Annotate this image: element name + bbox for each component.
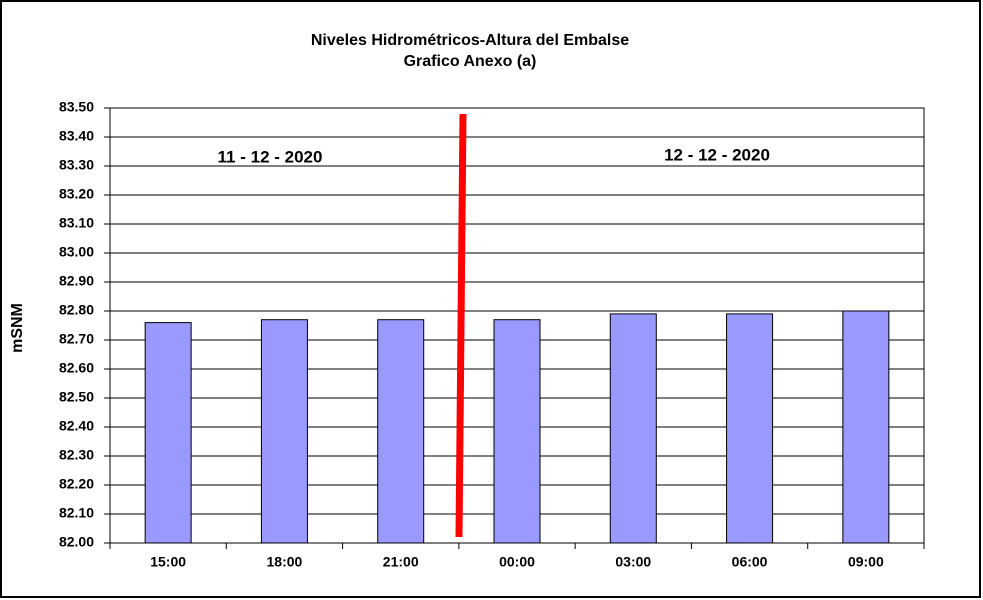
y-tick-label: 83.30 — [59, 157, 94, 173]
y-tick-label: 82.20 — [59, 476, 94, 492]
bar — [493, 319, 541, 544]
x-tick-label: 15:00 — [150, 554, 186, 570]
y-tick-label: 82.70 — [59, 331, 94, 347]
y-tick-label: 82.60 — [59, 360, 94, 376]
annotation: 11 - 12 - 2020 — [218, 147, 323, 166]
y-tick-label: 82.10 — [59, 505, 94, 521]
y-tick-label: 82.40 — [59, 418, 94, 434]
bar — [842, 310, 890, 544]
day-divider — [455, 113, 467, 538]
x-tick-label: 09:00 — [848, 554, 884, 570]
y-tick-label: 82.00 — [59, 534, 94, 550]
marks: 82.00 82.10 82.20 82.30 82.40 82.50 82.60 82.70… — [59, 99, 925, 570]
bar — [609, 313, 657, 544]
chart-title: Niveles Hidrométricos-Altura del Embalse — [311, 32, 629, 49]
x-tick-label: 21:00 — [383, 554, 419, 570]
bar — [726, 313, 774, 544]
y-tick-label: 82.80 — [59, 302, 94, 318]
y-tick-label: 83.20 — [59, 186, 94, 202]
y-tick-label: 82.30 — [59, 447, 94, 463]
y-tick-label: 83.50 — [59, 99, 94, 115]
y-tick-label: 83.00 — [59, 244, 94, 260]
y-axis-label: mSNM — [9, 303, 26, 353]
x-tick-label: 18:00 — [267, 554, 303, 570]
y-tick-label: 83.40 — [59, 128, 94, 144]
bar — [260, 319, 308, 544]
x-tick-label: 06:00 — [732, 554, 768, 570]
bar — [144, 322, 192, 544]
y-tick-label: 82.90 — [59, 273, 94, 289]
x-tick-label: 03:00 — [615, 554, 651, 570]
y-tick-label: 82.50 — [59, 389, 94, 405]
bar — [377, 319, 425, 544]
x-tick-label: 00:00 — [499, 554, 535, 570]
y-tick-label: 83.10 — [59, 215, 94, 231]
chart-subtitle: Grafico Anexo (a) — [404, 53, 537, 70]
annotation: 12 - 12 - 2020 — [664, 145, 770, 164]
